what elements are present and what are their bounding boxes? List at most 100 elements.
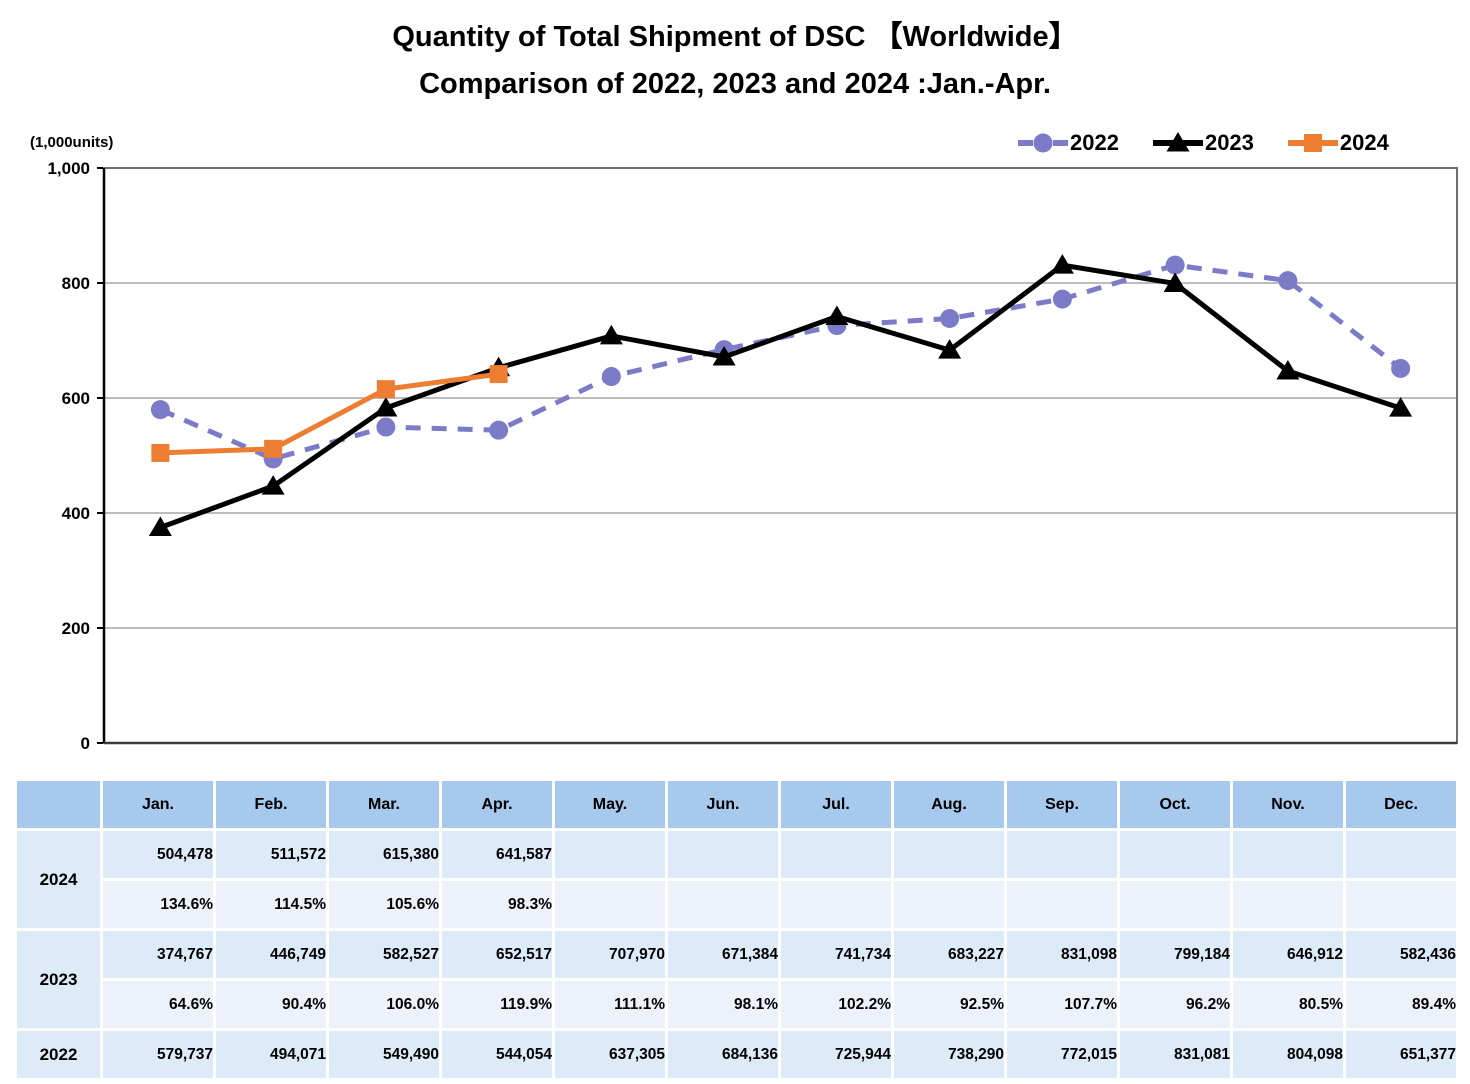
cell-2023-Nov-percent: 80.5% (1233, 981, 1343, 1028)
table-row-2022-values: 2022 579,737 494,071 549,490 544,054 637,305 6… (17, 1031, 1456, 1078)
cell-2024-Jan-percent: 134.6% (103, 881, 213, 928)
series-2024-line (160, 371, 499, 456)
series-2022-marker-May. (601, 367, 621, 387)
cell-2024-Jun-percent (668, 881, 778, 928)
series-2022-marker-Dec. (1391, 358, 1411, 378)
cell-2023-Sep-percent: 107.7% (1007, 981, 1117, 1028)
cell-2023-Jul-percent: 102.2% (781, 981, 891, 1028)
month-header-Feb: Feb. (216, 781, 326, 828)
table-row-2024-values: 2024 504,478 511,572 615,380 641,587 (17, 831, 1456, 928)
cell-2023-Nov-value: 646,912 (1233, 931, 1343, 978)
cell-2024-Jun-value (668, 831, 778, 878)
cell-2023-Dec-value: 582,436 (1346, 931, 1456, 978)
legend-swatch-2022 (1018, 133, 1068, 153)
legend-item-2024: 2024 (1287, 130, 1389, 156)
cell-2023-Aug-percent: 92.5% (894, 981, 1004, 1028)
table-corner-cell (17, 781, 100, 828)
cell-2022-Dec-value: 651,377 (1346, 1031, 1456, 1078)
cell-2023-Jan-value: 374,767 (103, 931, 213, 978)
series-2023 (148, 254, 1413, 537)
series-2024-marker-Apr. (489, 365, 508, 384)
cell-2024-Oct-percent (1120, 881, 1230, 928)
cell-2024-Feb-value: 511,572 (216, 831, 326, 878)
cell-2023-Dec-percent: 89.4% (1346, 981, 1456, 1028)
cell-2024-Apr-value: 641,587 (442, 831, 552, 878)
table-row-2024-percents: 134.6% 114.5% 105.6% 98.3% (17, 881, 1456, 928)
chart-title-line2: Comparison of 2022, 2023 and 2024 :Jan.-… (419, 67, 1051, 100)
cell-2023-Jan-percent: 64.6% (103, 981, 213, 1028)
cell-2022-Apr-value: 544,054 (442, 1031, 552, 1078)
cell-2024-Jul-percent (781, 881, 891, 928)
cell-2023-Apr-percent: 119.9% (442, 981, 552, 1028)
cell-2022-Feb-value: 494,071 (216, 1031, 326, 1078)
cell-2024-Oct-value (1120, 831, 1230, 878)
month-header-Jan: Jan. (103, 781, 213, 828)
cell-2023-Jul-value: 741,734 (781, 931, 891, 978)
month-header-Sep: Sep. (1007, 781, 1117, 828)
series-2022-marker-Mar. (376, 417, 396, 437)
chart-legend: 2022 2023 2024 (1018, 130, 1389, 156)
year-label-2024: 2024 (17, 831, 100, 928)
table-row-2023-percents: 64.6% 90.4% 106.0% 119.9% 111.1% 98.1% 102.2% 9… (17, 981, 1456, 1028)
shipment-data-table-wrap: Jan. Feb. Mar. Apr. May. Jun. Jul. Aug. Sep. Oct.… (14, 778, 1456, 1081)
cell-2023-Mar-percent: 106.0% (329, 981, 439, 1028)
cell-2023-Aug-value: 683,227 (894, 931, 1004, 978)
y-tick-label: 1,000 (47, 159, 90, 178)
month-header-May: May. (555, 781, 665, 828)
cell-2024-Dec-percent (1346, 881, 1456, 928)
cell-2024-Mar-value: 615,380 (329, 831, 439, 878)
cell-2024-Jan-value: 504,478 (103, 831, 213, 878)
cell-2022-Aug-value: 738,290 (894, 1031, 1004, 1078)
legend-item-2022: 2022 (1018, 130, 1119, 156)
series-2024 (151, 365, 508, 462)
series-2023-marker-Nov. (1276, 360, 1300, 380)
table-header-row: Jan. Feb. Mar. Apr. May. Jun. Jul. Aug. Sep. Oct.… (17, 781, 1456, 828)
series-2023-marker-Sep. (1050, 254, 1074, 274)
month-header-Dec: Dec. (1346, 781, 1456, 828)
series-2022 (150, 255, 1411, 469)
cell-2024-Feb-percent: 114.5% (216, 881, 326, 928)
cell-2023-Mar-value: 582,527 (329, 931, 439, 978)
cell-2022-Nov-value: 804,098 (1233, 1031, 1343, 1078)
series-2023-marker-Aug. (938, 339, 962, 359)
series-2023-marker-Feb. (261, 475, 285, 495)
y-tick-label: 0 (81, 734, 90, 753)
chart-title: Quantity of Total Shipment of DSC 【World… (0, 14, 1470, 108)
cell-2024-Sep-value (1007, 831, 1117, 878)
month-header-Mar: Mar. (329, 781, 439, 828)
cell-2023-Feb-percent: 90.4% (216, 981, 326, 1028)
y-tick-label: 200 (62, 619, 90, 638)
series-2024-marker-Jan. (151, 443, 170, 462)
cell-2023-Apr-value: 652,517 (442, 931, 552, 978)
shipment-data-table: Jan. Feb. Mar. Apr. May. Jun. Jul. Aug. Sep. Oct.… (14, 778, 1459, 1081)
cell-2023-May-percent: 111.1% (555, 981, 665, 1028)
cell-2024-May-value (555, 831, 665, 878)
series-2023-line (159, 262, 1402, 530)
cell-2022-Jun-value: 684,136 (668, 1031, 778, 1078)
cell-2022-May-value: 637,305 (555, 1031, 665, 1078)
cell-2023-Oct-value: 799,184 (1120, 931, 1230, 978)
series-2023-marker-May. (599, 324, 623, 345)
legend-marker-triangle (1166, 132, 1190, 152)
cell-2024-Mar-percent: 105.6% (329, 881, 439, 928)
cell-2022-Jan-value: 579,737 (103, 1031, 213, 1078)
legend-label-2022: 2022 (1070, 130, 1119, 155)
cell-2024-Aug-percent (894, 881, 1004, 928)
cell-2023-Oct-percent: 96.2% (1120, 981, 1230, 1028)
legend-marker-circle (1033, 133, 1053, 153)
cell-2024-Nov-percent (1233, 881, 1343, 928)
series-2023-marker-Mar. (374, 397, 398, 417)
series-2022-line (159, 262, 1403, 462)
legend-swatch-2023 (1152, 132, 1203, 152)
legend-swatch-2024 (1287, 134, 1338, 152)
month-header-Jul: Jul. (781, 781, 891, 828)
cell-2024-Sep-percent (1007, 881, 1117, 928)
chart-title-line1: Quantity of Total Shipment of DSC 【World… (392, 21, 1078, 53)
cell-2024-Aug-value (894, 831, 1004, 878)
cell-2024-Jul-value (781, 831, 891, 878)
series-2022-marker-Sep. (1052, 289, 1072, 309)
series-2022-marker-Aug. (940, 308, 960, 328)
series-2023-marker-Jun. (712, 345, 736, 366)
series-2023-marker-Dec. (1389, 397, 1413, 417)
y-tick-label: 600 (62, 389, 90, 408)
